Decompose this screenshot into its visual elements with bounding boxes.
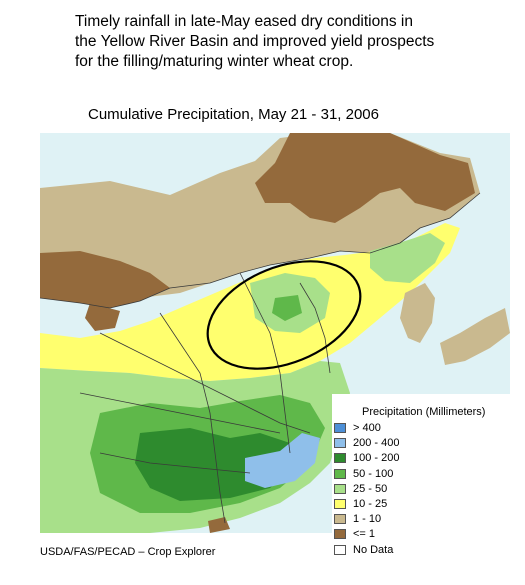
legend-label: 1 - 10 (353, 513, 382, 526)
legend-swatch (334, 438, 346, 449)
region-northeast-green (370, 233, 445, 283)
legend-item: 50 - 100 (334, 467, 393, 481)
legend-label: > 400 (353, 422, 381, 434)
region-south-blue (245, 433, 320, 488)
legend-swatch (334, 468, 346, 479)
legend-item: 200 - 400 (334, 436, 399, 450)
headline-line: Timely rainfall in late-May eased dry co… (75, 13, 413, 30)
legend-item: > 400 (334, 421, 381, 435)
legend-swatch (334, 529, 346, 540)
headline: Timely rainfall in late-May eased dry co… (75, 12, 515, 72)
boundary-line (299, 282, 331, 374)
legend-swatch (334, 514, 346, 525)
region-north-brown (255, 133, 475, 223)
boundary-line (159, 312, 226, 524)
legend-label: 100 - 200 (353, 452, 400, 465)
legend-item: 1 - 10 (334, 512, 381, 526)
credit: USDA/FAS/PECAD – Crop Explorer (40, 546, 216, 558)
boundary-line (99, 332, 311, 434)
region-basin-green-2 (272, 295, 302, 321)
legend-label: 200 - 400 (353, 437, 400, 450)
legend-title: Precipitation (Millimeters) (362, 406, 486, 418)
province-boundaries (40, 192, 481, 524)
legend-label: 10 - 25 (353, 498, 388, 510)
legend-swatch (334, 499, 346, 509)
legend-item: 10 - 25 (334, 497, 387, 511)
legend-item: 100 - 200 (334, 451, 399, 465)
legend-label: 25 - 50 (353, 482, 388, 495)
map-title: Cumulative Precipitation, May 21 - 31, 2… (88, 106, 379, 123)
legend-item: No Data (334, 543, 393, 557)
headline-line: the Yellow River Basin and improved yiel… (75, 33, 435, 50)
legend: Precipitation (Millimeters) > 400 200 - 4… (332, 394, 510, 560)
headline-line: for the filling/maturing winter wheat cr… (75, 53, 354, 70)
legend-swatch (334, 544, 346, 555)
legend-swatch (334, 423, 346, 433)
legend-swatch (334, 483, 346, 494)
legend-label: <= 1 (353, 528, 376, 541)
legend-swatch (334, 453, 346, 464)
region-west-brown (40, 251, 170, 308)
boundary-line (40, 192, 481, 309)
region-west-brown-2 (85, 303, 120, 331)
legend-label: No Data (353, 543, 394, 556)
precipitation-map (40, 133, 510, 533)
boundary-line (239, 272, 291, 454)
boundary-line (99, 452, 251, 474)
region-korea (400, 283, 435, 343)
legend-item: 25 - 50 (334, 482, 387, 496)
yellow-river-basin-ellipse (206, 260, 362, 370)
boundary-line (79, 392, 281, 434)
legend-item: <= 1 (334, 527, 375, 541)
legend-label: 50 - 100 (353, 467, 394, 480)
region-japan (440, 308, 510, 365)
region-yellow-belt (40, 223, 460, 381)
